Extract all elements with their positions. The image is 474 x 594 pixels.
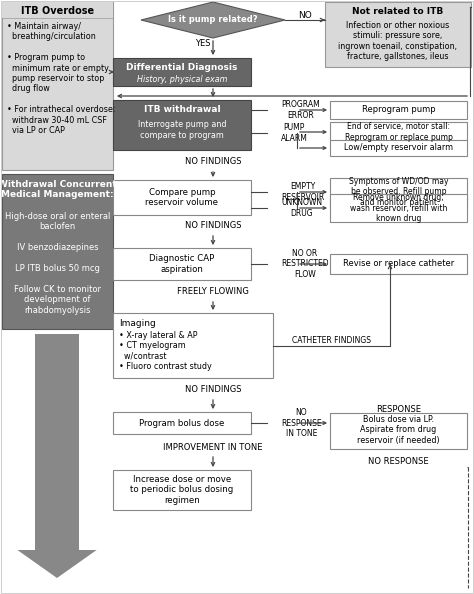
Text: IMPROVEMENT IN TONE: IMPROVEMENT IN TONE [163,443,263,451]
Bar [113,180,251,215]
Text: Imaging: Imaging [119,319,156,328]
Text: NO FINDINGS: NO FINDINGS [185,157,241,166]
Bar [330,194,467,222]
Text: Not related to ITB: Not related to ITB [352,8,444,17]
Bar [113,470,251,510]
Text: FREELY FLOWING: FREELY FLOWING [177,287,249,296]
Bar [330,101,467,119]
Bar [2,174,113,329]
Bar [113,58,251,86]
Bar [330,178,467,206]
Text: PUMP
ALARM: PUMP ALARM [281,124,308,143]
Bar [330,140,467,156]
Bar [330,413,467,449]
Text: Is it pump related?: Is it pump related? [168,15,258,24]
Bar [2,2,113,18]
Polygon shape [18,550,97,578]
Bar [113,412,251,434]
Bar [113,100,251,150]
Text: Symptoms of WD/OD may
be observed. Refill pump
and monitor patient: Symptoms of WD/OD may be observed. Refil… [349,177,448,207]
Text: • X-ray lateral & AP
• CT myelogram
  w/contrast
• Fluoro contrast study: • X-ray lateral & AP • CT myelogram w/co… [119,331,212,371]
Text: History, physical exam: History, physical exam [137,74,227,84]
Bar [35,334,79,550]
Text: Revise or replace catheter: Revise or replace catheter [343,260,454,268]
Bar [330,254,467,274]
Bar [2,2,113,170]
Text: Diagnostic CAP
aspiration: Diagnostic CAP aspiration [149,254,215,274]
Text: YES: YES [195,39,211,48]
Text: NO OR
RESTRICTED
FLOW: NO OR RESTRICTED FLOW [281,249,328,279]
Text: RESPONSE: RESPONSE [376,405,421,413]
Text: Withdrawal Concurrent
Medical Management:: Withdrawal Concurrent Medical Management… [0,180,117,200]
Text: ITB withdrawal: ITB withdrawal [144,106,220,115]
Text: NO
RESPONSE
IN TONE: NO RESPONSE IN TONE [281,408,322,438]
Bar [113,248,251,280]
Text: Remove unknown drug,
wash reservoir, refill with
known drug: Remove unknown drug, wash reservoir, ref… [350,193,447,223]
Text: NO RESPONSE: NO RESPONSE [368,457,429,466]
Text: ITB Overdose: ITB Overdose [21,6,94,16]
Text: • Maintain airway/
  breathing/circulation

• Program pump to
  minimum rate or : • Maintain airway/ breathing/circulation… [7,22,116,135]
Text: Low/empty reservoir alarm: Low/empty reservoir alarm [344,144,453,153]
Text: PROGRAM
ERROR: PROGRAM ERROR [281,100,320,120]
Text: NO FINDINGS: NO FINDINGS [185,222,241,230]
Text: Increase dose or move
to periodic bolus dosing
regimen: Increase dose or move to periodic bolus … [130,475,234,505]
Text: High-dose oral or enteral
baclofen

IV benzodiazepines

LP ITB bolus 50 mcg

Fol: High-dose oral or enteral baclofen IV be… [5,212,110,315]
Text: NO: NO [298,11,312,21]
Text: NO FINDINGS: NO FINDINGS [185,386,241,394]
Text: Reprogram pump: Reprogram pump [362,106,435,115]
Text: Compare pump
reservoir volume: Compare pump reservoir volume [146,188,219,207]
Text: Program bolus dose: Program bolus dose [139,419,225,428]
Bar [113,313,273,378]
Text: EMPTY
RESERVOIR: EMPTY RESERVOIR [281,182,324,202]
Text: Bolus dose via LP.
Aspirate from drug
reservoir (if needed): Bolus dose via LP. Aspirate from drug re… [357,415,440,445]
Bar [325,2,471,67]
Text: Differential Diagnosis: Differential Diagnosis [126,64,237,72]
Text: End of service, motor stall:
Reprogram or replace pump: End of service, motor stall: Reprogram o… [345,122,453,142]
Text: UNKNOWN
DRUG: UNKNOWN DRUG [281,198,322,217]
Text: Interrogate pump and
compare to program: Interrogate pump and compare to program [138,121,226,140]
Text: CATHETER FINDINGS: CATHETER FINDINGS [292,336,371,345]
Bar [330,122,467,142]
Polygon shape [141,2,285,38]
Text: Infection or other noxious
stimuli: pressure sore,
ingrown toenail, constipation: Infection or other noxious stimuli: pres… [338,21,457,61]
